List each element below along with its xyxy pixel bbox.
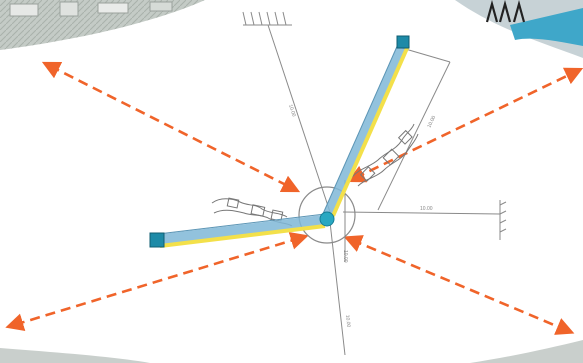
beam-lower — [152, 213, 333, 248]
corner-photo-top-left — [0, 0, 205, 50]
construction-lines — [267, 24, 501, 356]
pool-water — [510, 8, 583, 46]
corner-photo-top-left-details — [9, 1, 173, 17]
dimension-label: 10.00 — [426, 115, 437, 129]
people-silhouettes-icon — [485, 0, 526, 23]
square-anchor-icon — [149, 232, 165, 248]
dimension-label: 10.00 — [342, 250, 348, 263]
sketch-bones-right — [351, 123, 419, 187]
double-headed-arrow-icon — [343, 235, 575, 335]
double-headed-arrow-icon — [346, 67, 583, 183]
beam-upper — [321, 37, 410, 224]
double-headed-arrow-icon — [41, 61, 301, 193]
center-circle — [298, 186, 356, 244]
dimension-label: 10.00 — [420, 206, 433, 212]
corner-photo-bottom-right — [470, 340, 583, 363]
double-headed-arrow-icon — [5, 231, 309, 332]
square-anchor-icon — [396, 35, 410, 49]
hatched-wall-anchor-icon — [242, 11, 292, 26]
arrows — [5, 61, 583, 335]
wall-tick-icon — [499, 201, 507, 233]
dimension-label: 10.00 — [287, 104, 297, 118]
hub-node-icon — [319, 211, 335, 227]
corner-photo-bottom-left — [0, 348, 150, 363]
dimension-label: 10.00 — [344, 315, 351, 328]
